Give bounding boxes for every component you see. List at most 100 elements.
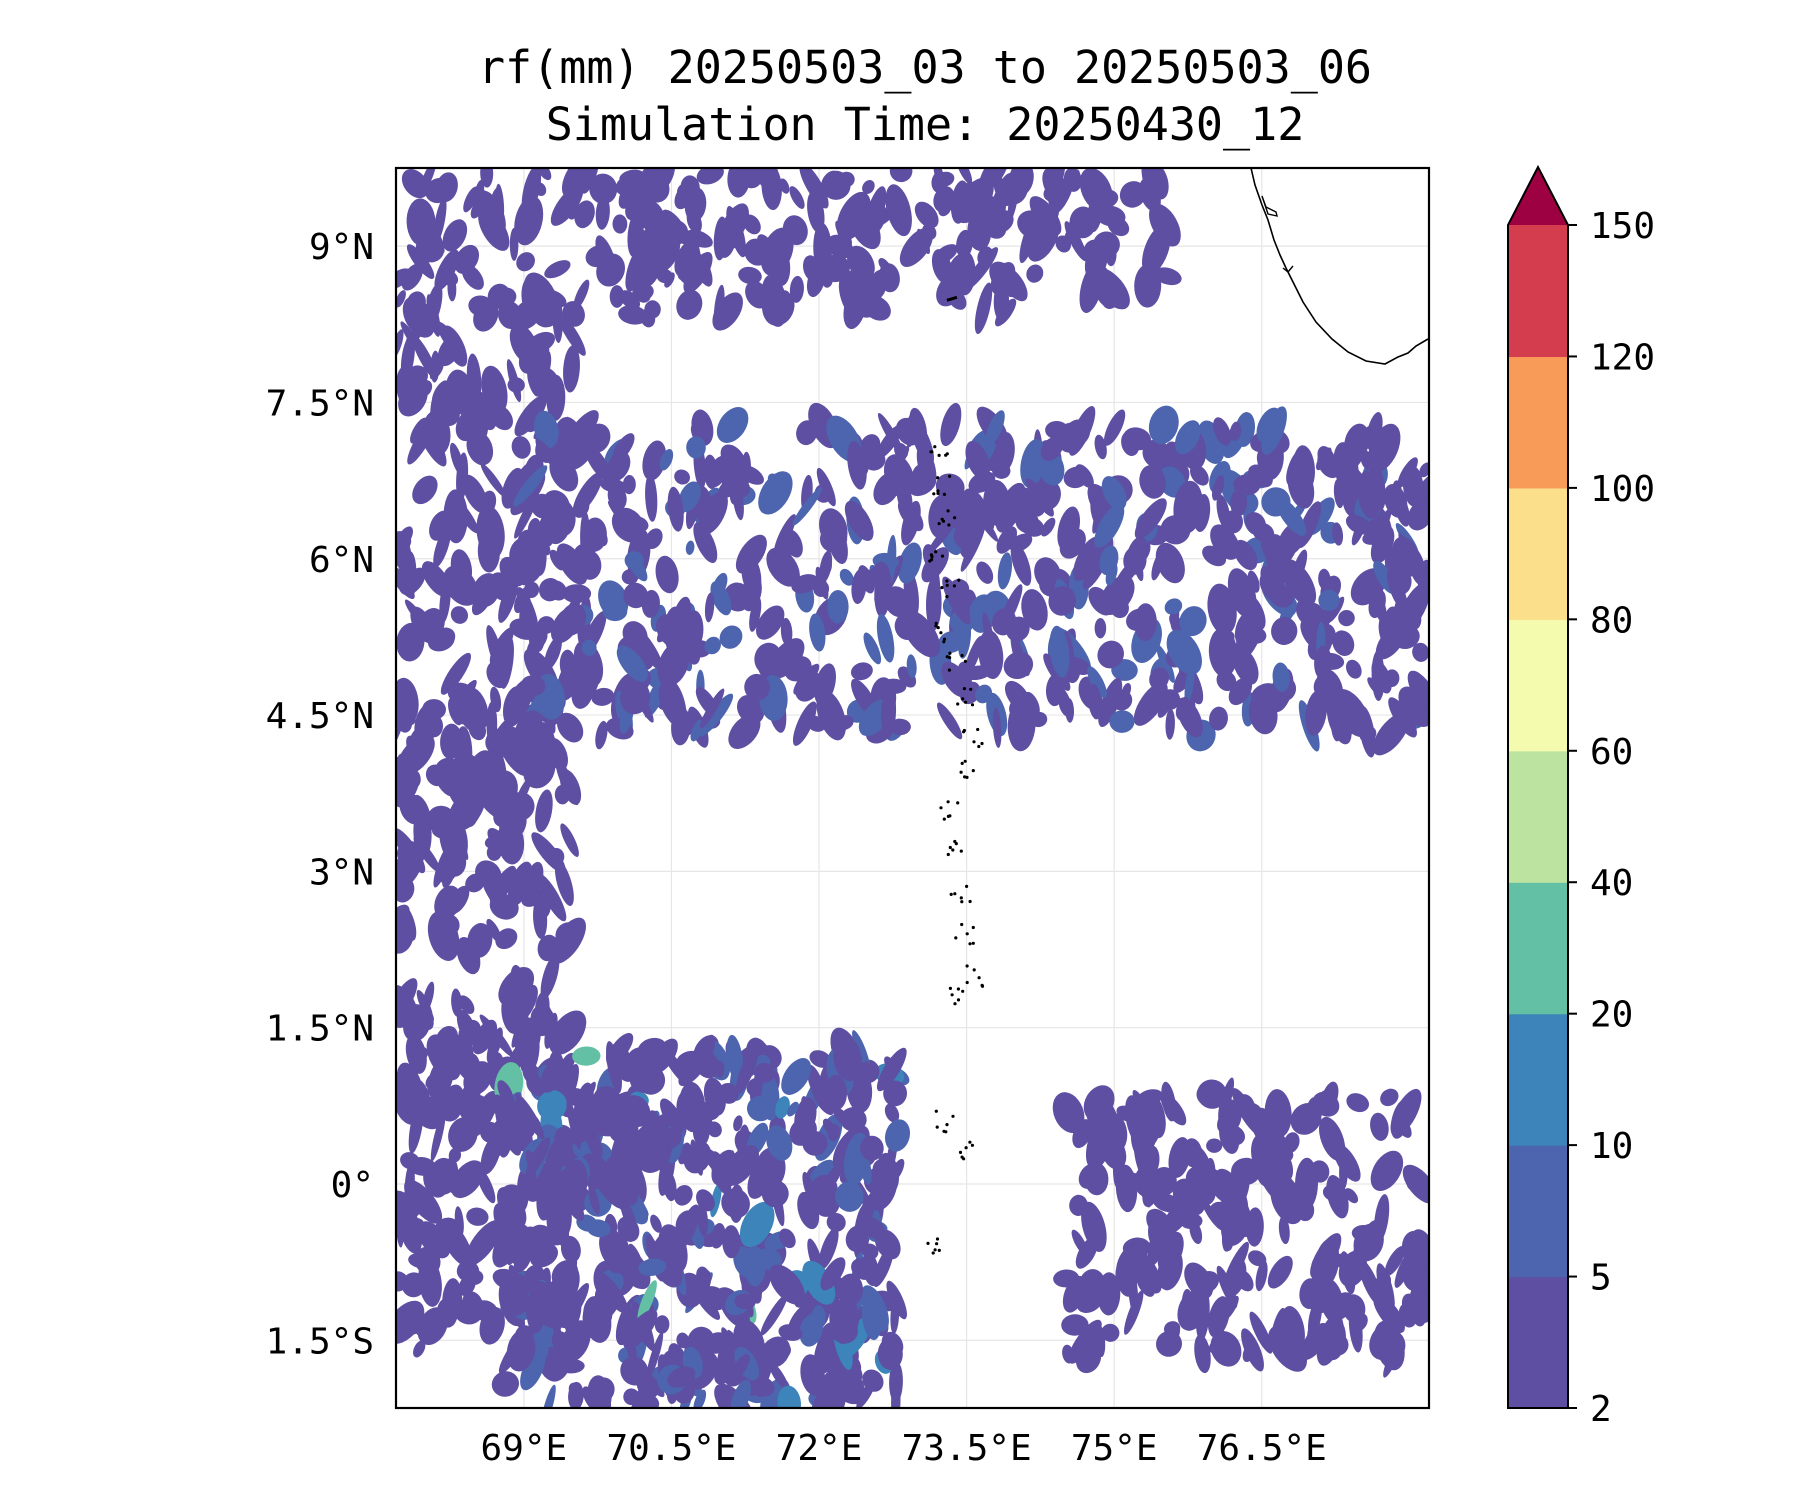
rain-cell (627, 516, 649, 533)
rain-cell (954, 527, 981, 551)
rain-cell (653, 1128, 682, 1151)
rain-cell (769, 1264, 805, 1305)
rain-cell (716, 407, 749, 443)
rain-cell (507, 861, 533, 906)
rain-cell (538, 899, 551, 919)
rain-cell (982, 612, 997, 665)
rain-cell (713, 284, 725, 329)
rain-cell (1407, 500, 1429, 531)
atoll-dot (928, 559, 932, 563)
rain-cell (976, 561, 994, 584)
rain-cell (612, 214, 628, 234)
rain-cell (1267, 1255, 1293, 1289)
lat-tick-label: 1.5°S (266, 1321, 374, 1362)
rain-cell (448, 885, 470, 915)
rain-cell (840, 1107, 867, 1132)
rain-cell (602, 601, 628, 622)
lat-tick-label: 4.5°N (266, 696, 374, 737)
map-frame (394, 166, 1431, 1410)
rain-cell (467, 922, 493, 958)
rain-cell (442, 219, 468, 252)
colorbar-extend-arrow (1508, 167, 1568, 225)
atoll-dot (931, 1251, 935, 1255)
rain-cell (822, 272, 833, 288)
rain-cell (807, 191, 825, 233)
rain-cell (1412, 642, 1429, 662)
rain-cell (697, 1201, 709, 1237)
rain-cell (646, 1331, 664, 1382)
rain-cell (1299, 1278, 1321, 1309)
rain-cell (839, 568, 854, 586)
rain-cell (860, 1061, 873, 1083)
rain-cell (723, 1145, 759, 1186)
rain-cell (680, 175, 700, 200)
rain-cell (396, 526, 413, 549)
rain-cell (714, 1150, 734, 1181)
rain-cell (739, 1201, 775, 1248)
rain-cell (1207, 583, 1237, 635)
rain-cell (448, 781, 473, 809)
rain-cell (461, 1291, 485, 1322)
rain-cell (429, 1060, 444, 1086)
rain-cell (545, 1135, 569, 1177)
rain-cell (1075, 464, 1094, 488)
rain-cell (398, 1205, 423, 1254)
rain-cell (1211, 475, 1225, 501)
rain-cell (710, 581, 732, 616)
atoll-dot (970, 1143, 975, 1147)
rain-cell (1223, 510, 1243, 534)
rain-cell (619, 290, 641, 310)
rain-cell (1164, 598, 1183, 615)
rain-cell (1346, 1093, 1370, 1113)
rain-cell (1374, 1319, 1389, 1346)
rain-cell (1027, 215, 1060, 262)
rain-cell (511, 1012, 529, 1048)
rain-cell (523, 557, 539, 572)
rain-cell (561, 1283, 590, 1328)
rain-cell (614, 1246, 651, 1290)
rain-cell (1345, 514, 1372, 535)
rain-cell (644, 300, 661, 319)
atoll-dot (935, 1237, 940, 1241)
rain-cell (417, 1221, 451, 1259)
rain-cell (891, 1377, 901, 1408)
rain-cell (1333, 1143, 1361, 1182)
rain-cell (967, 211, 992, 251)
rain-cell (609, 285, 625, 308)
rain-cell (566, 410, 599, 449)
rain-cell (1280, 1305, 1305, 1354)
rain-cell (1087, 666, 1107, 698)
colorbar-tick-label: 100 (1590, 469, 1655, 510)
rain-cell (1134, 498, 1167, 539)
colorbar: 2 5 10 20 40 60 80 100 120 150 (1507, 164, 1655, 1430)
rain-cell (862, 180, 875, 194)
rain-cell (488, 770, 518, 808)
atoll-dot (956, 998, 961, 1002)
rain-cell (1072, 1119, 1093, 1149)
rain-cell (445, 1169, 467, 1192)
rain-cell (681, 1104, 695, 1119)
rain-cell (399, 1309, 423, 1334)
atoll-dot (965, 932, 969, 936)
rain-cell (537, 1171, 557, 1215)
rain-cell (686, 436, 706, 459)
latitude-tick-labels: 9°N 7.5°N 6°N 4.5°N 3°N 1.5°N 0° 1.5°S (266, 227, 374, 1362)
rain-cell (396, 622, 425, 662)
rain-cell (999, 265, 1028, 302)
rain-cell (729, 1354, 750, 1381)
lon-tick-label: 76.5°E (1197, 1428, 1327, 1469)
atoll-dot (946, 509, 950, 513)
rain-cell (1094, 434, 1107, 460)
rain-cell (884, 1103, 900, 1123)
atoll-dot (946, 800, 950, 804)
rain-cell (659, 449, 674, 471)
rain-cell (876, 424, 903, 459)
atoll-dot (942, 640, 946, 644)
rain-cell (1041, 517, 1056, 537)
rain-cell (586, 1219, 611, 1238)
rain-cell (883, 1080, 908, 1107)
rain-cell (435, 1025, 458, 1051)
colorbar-tick-label: 40 (1590, 863, 1633, 904)
lon-tick-label: 73.5°E (902, 1428, 1032, 1469)
colorbar-tick-label: 60 (1590, 732, 1633, 773)
